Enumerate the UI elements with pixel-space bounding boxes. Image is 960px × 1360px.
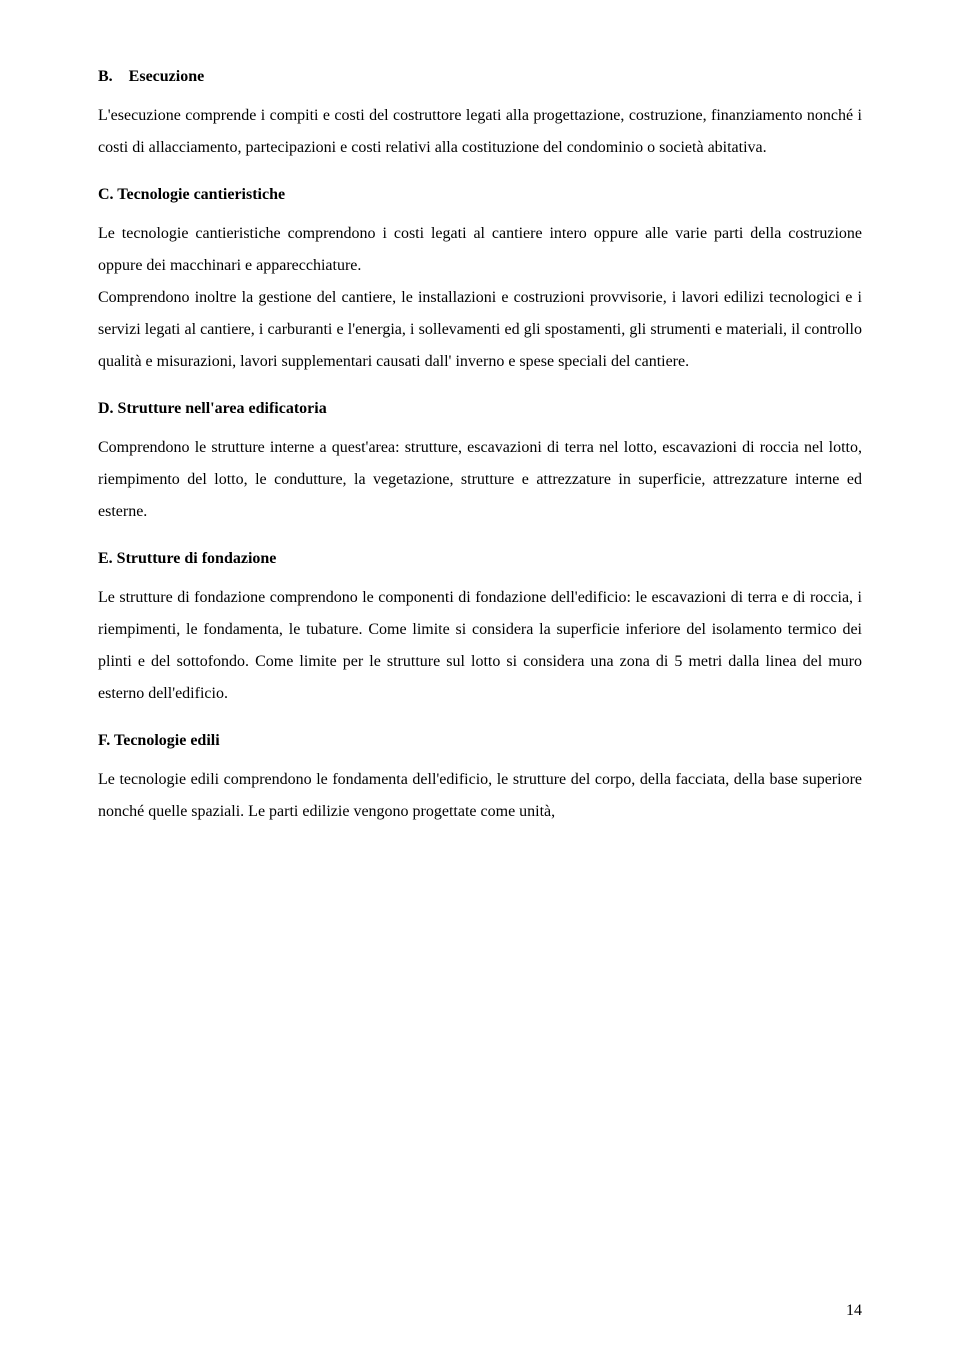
section-body-c-2: Comprendono inoltre la gestione del cant… (98, 282, 862, 378)
section-heading-f: F. Tecnologie edili (98, 732, 862, 750)
section-heading-e: E. Strutture di fondazione (98, 550, 862, 568)
section-heading-c: C. Tecnologie cantieristiche (98, 186, 862, 204)
section-d: D. Strutture nell'area edificatoria Comp… (98, 400, 862, 528)
section-body-d: Comprendono le strutture interne a quest… (98, 432, 862, 528)
section-heading-d: D. Strutture nell'area edificatoria (98, 400, 862, 418)
section-c: C. Tecnologie cantieristiche Le tecnolog… (98, 186, 862, 378)
section-e: E. Strutture di fondazione Le strutture … (98, 550, 862, 710)
page-number: 14 (846, 1302, 862, 1320)
section-body-c-1: Le tecnologie cantieristiche comprendono… (98, 218, 862, 282)
section-b: B. Esecuzione L'esecuzione comprende i c… (98, 68, 862, 164)
section-body-f: Le tecnologie edili comprendono le fonda… (98, 764, 862, 828)
section-f: F. Tecnologie edili Le tecnologie edili … (98, 732, 862, 828)
section-body-b: L'esecuzione comprende i compiti e costi… (98, 100, 862, 164)
section-heading-b: B. Esecuzione (98, 68, 862, 86)
section-body-e: Le strutture di fondazione comprendono l… (98, 582, 862, 710)
